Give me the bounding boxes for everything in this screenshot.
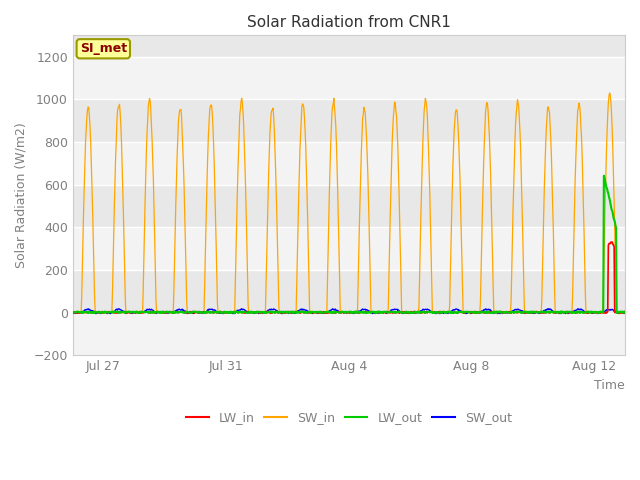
SW_in (271, 128, 278, 134)
Bar (73, 57, 625, 99)
LW_in (516, 309, 524, 315)
SW_out (383, 310, 391, 316)
LW_out (600, 173, 608, 179)
Line: LW_out: LW_out (73, 176, 625, 313)
LW_out (270, 309, 278, 315)
LW_out (89, 309, 97, 315)
Bar (73, 142, 625, 185)
SW_in (200, 310, 208, 316)
Bar (73, 227, 625, 270)
SW_out (89, 308, 97, 314)
LW_in (412, 310, 419, 316)
LW_in (382, 310, 390, 316)
LW_out (429, 310, 436, 316)
Line: SW_out: SW_out (73, 309, 625, 313)
SW_out (238, 306, 246, 312)
LW_out (382, 309, 390, 314)
SW_in (516, 118, 524, 123)
Y-axis label: Solar Radiation (W/m2): Solar Radiation (W/m2) (15, 122, 28, 268)
LW_out (516, 309, 524, 315)
LW_in (89, 309, 97, 314)
LW_in (69, 309, 77, 314)
SW_out (621, 309, 629, 314)
LW_in (270, 309, 278, 315)
LW_out (69, 310, 77, 315)
LW_in (621, 309, 629, 314)
SW_out (69, 310, 77, 315)
Line: LW_in: LW_in (73, 242, 625, 313)
LW_out (621, 310, 629, 315)
SW_in (606, 90, 614, 96)
LW_out (300, 309, 307, 315)
Legend: LW_in, SW_in, LW_out, SW_out: LW_in, SW_in, LW_out, SW_out (181, 406, 516, 429)
SW_out (516, 307, 524, 313)
SW_in (89, 208, 97, 214)
SW_in (383, 310, 390, 315)
LW_in (199, 310, 207, 316)
Bar (73, 312, 625, 355)
SW_in (300, 105, 308, 110)
Title: Solar Radiation from CNR1: Solar Radiation from CNR1 (247, 15, 451, 30)
X-axis label: Time: Time (595, 379, 625, 392)
SW_in (69, 310, 77, 315)
SW_out (301, 307, 308, 312)
LW_in (609, 239, 616, 245)
SW_out (271, 307, 279, 312)
SW_out (231, 311, 239, 316)
SW_in (199, 309, 207, 315)
LW_in (300, 310, 307, 315)
Line: SW_in: SW_in (73, 93, 625, 313)
SW_in (621, 310, 629, 315)
SW_out (199, 311, 207, 316)
Text: SI_met: SI_met (80, 42, 127, 55)
LW_out (199, 310, 207, 315)
